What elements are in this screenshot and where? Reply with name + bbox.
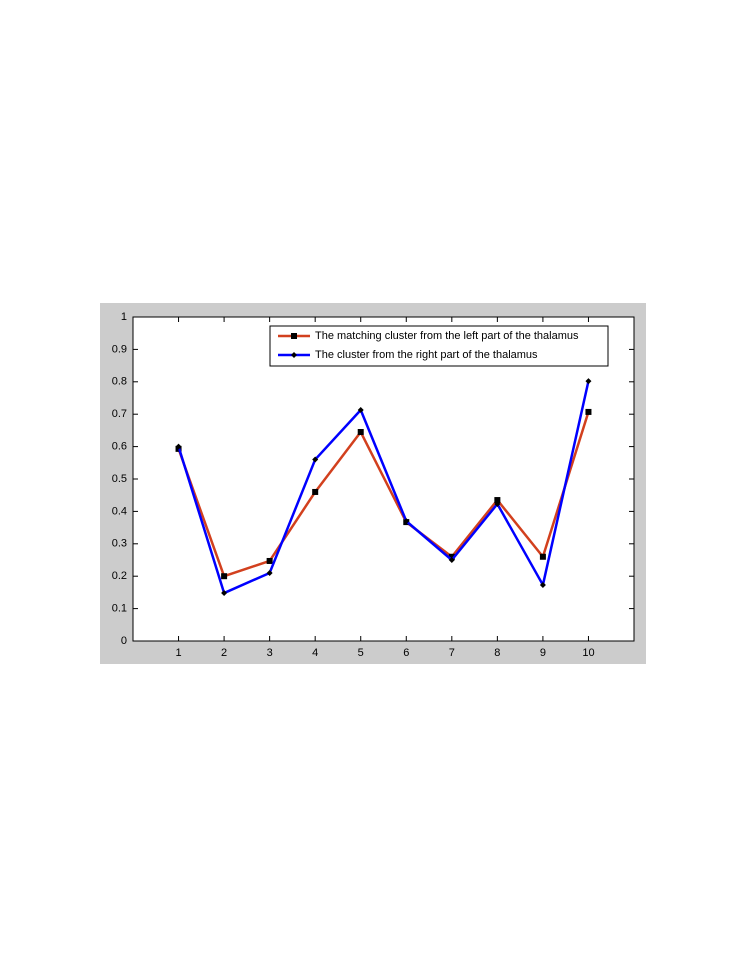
x-tick-label: 2 bbox=[221, 647, 227, 659]
y-tick-label: 0.2 bbox=[112, 570, 127, 582]
x-tick-label: 8 bbox=[494, 647, 500, 659]
marker bbox=[221, 590, 228, 597]
x-tick-label: 10 bbox=[582, 647, 594, 659]
y-tick-label: 0.1 bbox=[112, 603, 127, 615]
legend-box bbox=[269, 325, 609, 367]
y-tick-label: 1 bbox=[121, 311, 127, 323]
y-tick-label: 0 bbox=[121, 635, 127, 647]
marker bbox=[357, 406, 364, 413]
x-tick-label: 7 bbox=[449, 647, 455, 659]
marker bbox=[585, 378, 592, 385]
x-tick-label: 9 bbox=[540, 647, 546, 659]
marker bbox=[539, 581, 546, 588]
marker bbox=[448, 557, 455, 563]
y-tick-label: 0.8 bbox=[112, 376, 127, 388]
legend-marker bbox=[291, 333, 297, 339]
x-tick-label: 1 bbox=[175, 647, 181, 659]
marker bbox=[312, 488, 319, 495]
x-tick-label: 4 bbox=[312, 647, 318, 659]
marker bbox=[312, 456, 319, 463]
x-tick-label: 6 bbox=[403, 647, 409, 659]
marker bbox=[539, 553, 546, 560]
marker bbox=[221, 573, 228, 580]
marker bbox=[585, 408, 592, 415]
legend-label: The matching cluster from the left part … bbox=[315, 330, 579, 342]
marker bbox=[175, 443, 182, 450]
marker bbox=[266, 569, 273, 576]
series-line bbox=[177, 380, 590, 595]
y-tick-label: 0.4 bbox=[112, 505, 127, 517]
marker bbox=[494, 500, 501, 507]
y-tick-label: 0.3 bbox=[112, 538, 127, 550]
y-tick-label: 0.5 bbox=[112, 473, 127, 485]
legend-label: The cluster from the right part of the t… bbox=[315, 349, 538, 361]
x-tick-label: 3 bbox=[267, 647, 273, 659]
marker bbox=[403, 518, 410, 525]
legend-marker bbox=[291, 352, 297, 358]
marker bbox=[494, 497, 501, 504]
y-tick-label: 0.6 bbox=[112, 441, 127, 453]
y-tick-label: 0.9 bbox=[112, 343, 127, 355]
marker bbox=[448, 553, 455, 560]
y-tick-label: 0.7 bbox=[112, 408, 127, 420]
series-line bbox=[177, 411, 590, 578]
x-tick-label: 5 bbox=[358, 647, 364, 659]
marker bbox=[357, 429, 364, 436]
marker bbox=[266, 557, 273, 564]
